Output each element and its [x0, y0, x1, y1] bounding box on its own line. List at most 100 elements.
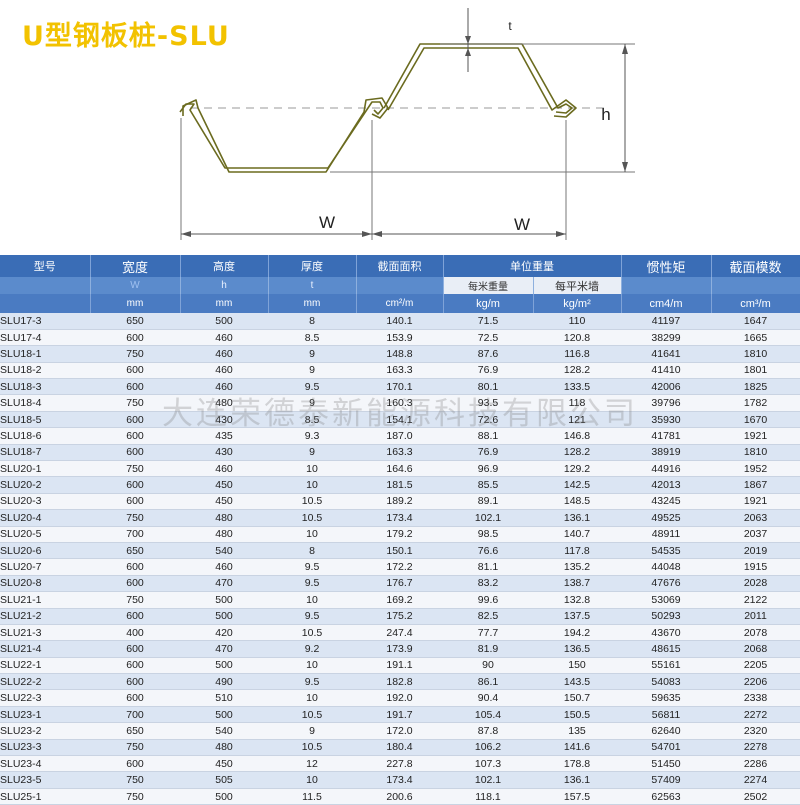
- table-cell: 470: [180, 640, 268, 658]
- table-cell: 41197: [621, 313, 711, 330]
- table-cell: 600: [90, 755, 180, 773]
- table-row: SLU20-2 600 450 10 181.5 85.5 142.5 42013 1867: [0, 476, 800, 494]
- table-cell: 77.7: [443, 624, 533, 642]
- table-cell: SLU21-1: [0, 591, 90, 609]
- table-cell: 8: [268, 313, 356, 330]
- table-cell: 1810: [711, 444, 800, 462]
- table-cell: SLU21-2: [0, 608, 90, 625]
- hdr-modulus: 截面模数: [711, 255, 800, 277]
- table-cell: 1801: [711, 362, 800, 380]
- page-title: U型钢板桩-SLU: [22, 21, 230, 52]
- table-cell: 187.0: [356, 427, 443, 445]
- table-cell: 121: [533, 411, 621, 429]
- sheet-pile-profile-diagram: W W h t: [179, 8, 635, 240]
- table-cell: 2063: [711, 509, 800, 527]
- table-cell: SLU23-1: [0, 706, 90, 724]
- table-cell: 9.3: [268, 427, 356, 445]
- table-cell: 107.3: [443, 755, 533, 773]
- table-cell: 135: [533, 722, 621, 740]
- table-cell: 39796: [621, 394, 711, 412]
- hdr-height: 高度: [180, 255, 269, 277]
- table-cell: 76.9: [443, 444, 533, 462]
- hdr-weight-m-unit: kg/m: [443, 294, 534, 313]
- table-cell: 62563: [621, 788, 711, 805]
- table-cell: 140.7: [533, 526, 621, 543]
- table-cell: 150: [533, 657, 621, 675]
- table-cell: 49525: [621, 509, 711, 527]
- table-cell: 43670: [621, 624, 711, 642]
- table-row: SLU21-4 600 470 9.2 173.9 81.9 136.5 48615 2068: [0, 640, 800, 658]
- table-cell: 1825: [711, 378, 800, 396]
- table-cell: 191.1: [356, 657, 443, 675]
- table-cell: 2205: [711, 657, 800, 675]
- table-cell: 460: [180, 558, 268, 576]
- spec-table: 型号 宽度 高度 厚度 截面面积 单位重量 惯性矩 截面模数 W h t 每米重…: [0, 255, 800, 805]
- table-cell: 96.9: [443, 460, 533, 478]
- table-cell: 700: [90, 706, 180, 724]
- table-cell: 9.2: [268, 640, 356, 658]
- table-cell: 600: [90, 657, 180, 675]
- table-cell: 62640: [621, 722, 711, 740]
- hdr-width-sym: W: [90, 277, 181, 294]
- table-cell: SLU20-3: [0, 493, 90, 511]
- w-label-2: W: [514, 215, 530, 234]
- table-cell: 180.4: [356, 739, 443, 757]
- table-cell: 120.8: [533, 329, 621, 347]
- hdr-width-unit: mm: [90, 294, 181, 313]
- table-cell: 430: [180, 444, 268, 462]
- table-cell: 1670: [711, 411, 800, 429]
- table-row: SLU18-1 750 460 9 148.8 87.6 116.8 41641 1810: [0, 345, 800, 363]
- table-cell: 148.8: [356, 345, 443, 363]
- table-cell: 43245: [621, 493, 711, 511]
- table-cell: 146.8: [533, 427, 621, 445]
- table-cell: 181.5: [356, 476, 443, 494]
- w-label-1: W: [319, 213, 335, 232]
- table-cell: SLU21-4: [0, 640, 90, 658]
- table-cell: 1952: [711, 460, 800, 478]
- table-row: SLU20-4 750 480 10.5 173.4 102.1 136.1 49525 206…: [0, 509, 800, 527]
- table-cell: 8: [268, 542, 356, 560]
- table-row: SLU21-3 400 420 10.5 247.4 77.7 194.2 43670 2078: [0, 624, 800, 642]
- table-cell: 227.8: [356, 755, 443, 773]
- table-cell: SLU20-4: [0, 509, 90, 527]
- table-cell: 10: [268, 526, 356, 543]
- table-cell: 600: [90, 362, 180, 380]
- table-cell: 81.1: [443, 558, 533, 576]
- t-label: t: [508, 19, 512, 33]
- table-cell: 140.1: [356, 313, 443, 330]
- table-cell: 600: [90, 411, 180, 429]
- table-cell: 500: [180, 706, 268, 724]
- hdr-inertia: 惯性矩: [621, 255, 712, 277]
- table-cell: 500: [180, 788, 268, 805]
- table-cell: 9.5: [268, 558, 356, 576]
- table-cell: 750: [90, 394, 180, 412]
- table-cell: 750: [90, 788, 180, 805]
- table-cell: 175.2: [356, 608, 443, 625]
- table-cell: 90.4: [443, 689, 533, 707]
- table-cell: SLU17-3: [0, 313, 90, 330]
- table-cell: 10: [268, 771, 356, 789]
- table-cell: 10: [268, 657, 356, 675]
- table-cell: 10.5: [268, 509, 356, 527]
- table-cell: 118.1: [443, 788, 533, 805]
- table-cell: 99.6: [443, 591, 533, 609]
- table-cell: 480: [180, 739, 268, 757]
- table-row: SLU18-7 600 430 9 163.3 76.9 128.2 38919 1810: [0, 444, 800, 462]
- table-cell: 600: [90, 444, 180, 462]
- table-cell: 133.5: [533, 378, 621, 396]
- table-cell: 460: [180, 345, 268, 363]
- table-row: SLU20-3 600 450 10.5 189.2 89.1 148.5 43245 1921: [0, 493, 800, 511]
- table-cell: 189.2: [356, 493, 443, 511]
- hdr-thick-sym: t: [268, 277, 357, 294]
- table-cell: 153.9: [356, 329, 443, 347]
- table-cell: 750: [90, 460, 180, 478]
- table-cell: 460: [180, 329, 268, 347]
- table-cell: 136.5: [533, 640, 621, 658]
- table-row: SLU18-6 600 435 9.3 187.0 88.1 146.8 41781 1921: [0, 427, 800, 445]
- table-cell: 1915: [711, 558, 800, 576]
- table-row: SLU21-1 750 500 10 169.2 99.6 132.8 53069 2122: [0, 591, 800, 609]
- table-row: SLU23-4 600 450 12 227.8 107.3 178.8 51450 2286: [0, 755, 800, 773]
- table-cell: SLU25-1: [0, 788, 90, 805]
- table-cell: 9: [268, 394, 356, 412]
- table-cell: 9.5: [268, 378, 356, 396]
